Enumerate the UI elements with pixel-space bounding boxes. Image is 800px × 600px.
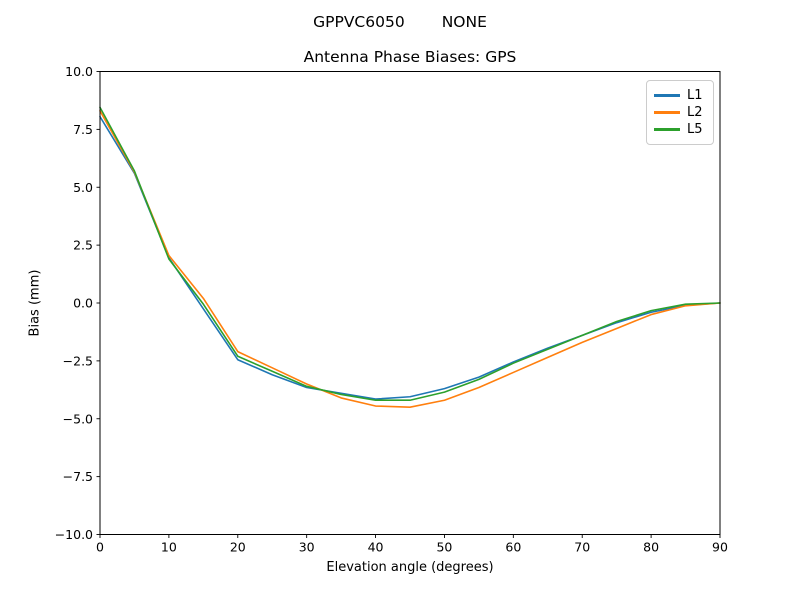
y-tick-label: 10.0: [65, 64, 93, 79]
series-line-L5: [99, 106, 721, 402]
legend-label-l1: L1: [687, 88, 703, 103]
plot-border: [99, 71, 721, 535]
x-axis-label: Elevation angle (degrees): [326, 560, 494, 575]
series-line-L1: [99, 115, 721, 400]
legend-line-l2: [654, 111, 680, 114]
x-tick-label: 50: [436, 540, 452, 555]
series-line-L2: [99, 110, 721, 408]
y-tick-label: −7.5: [63, 469, 93, 484]
axes-title: Antenna Phase Biases: GPS: [303, 48, 517, 66]
legend-label-l2: L2: [687, 105, 703, 120]
x-tick-label: 30: [299, 540, 315, 555]
y-tick-label: −5.0: [63, 411, 93, 426]
legend-entry-l1: L1: [654, 89, 707, 102]
legend-line-l1: [654, 94, 680, 97]
x-tick-label: 60: [505, 540, 521, 555]
x-tick-label: 80: [643, 540, 659, 555]
x-tick-label: 40: [368, 540, 384, 555]
legend-line-l5: [654, 128, 680, 131]
x-tick-label: 70: [574, 540, 590, 555]
y-tick-label: 5.0: [73, 180, 93, 195]
y-axis-label: Bias (mm): [27, 269, 43, 337]
x-tick-label: 10: [161, 540, 177, 555]
y-tick-label: 0.0: [73, 296, 93, 311]
legend-entry-l5: L5: [654, 123, 707, 136]
y-tick-label: 7.5: [73, 122, 93, 137]
x-tick-label: 90: [712, 540, 728, 555]
suptitle-antenna-name: GPPVC6050: [313, 13, 405, 31]
x-tick-label: 20: [230, 540, 246, 555]
y-tick-label: −10.0: [55, 527, 93, 542]
legend-box: L1 L2 L5: [646, 80, 714, 145]
y-tick-label: 2.5: [73, 238, 93, 253]
legend-label-l5: L5: [687, 122, 703, 137]
x-tick-label: 0: [96, 540, 104, 555]
y-tick-label: −2.5: [63, 353, 93, 368]
suptitle: GPPVC6050 NONE: [0, 13, 800, 31]
legend-entry-l2: L2: [654, 106, 707, 119]
suptitle-option: NONE: [441, 13, 487, 31]
